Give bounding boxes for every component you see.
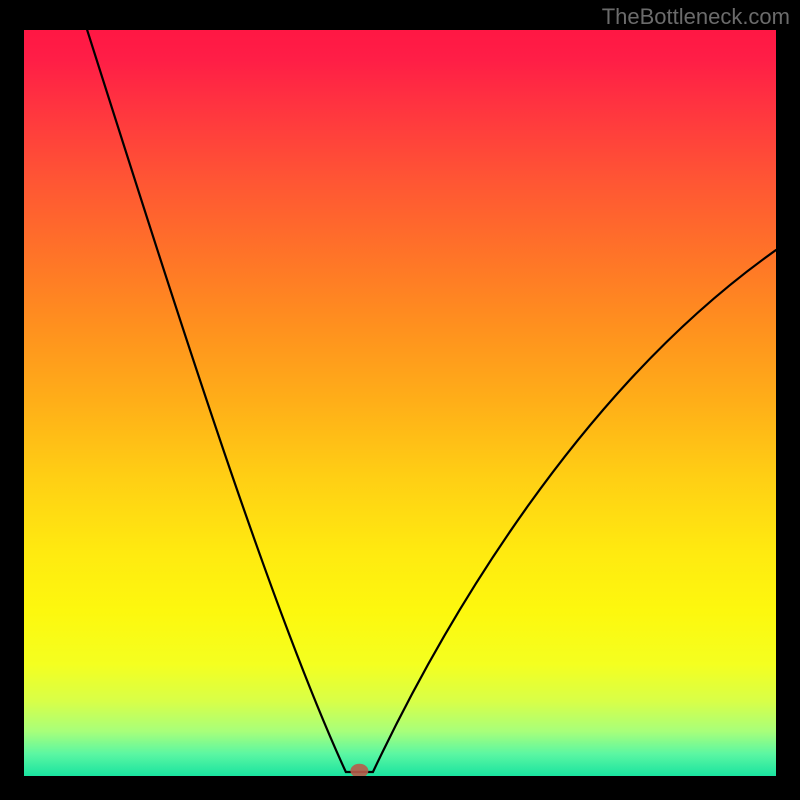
minimum-marker	[350, 764, 368, 776]
chart-outer-frame: TheBottleneck.com	[0, 0, 800, 800]
plot-area	[24, 30, 776, 776]
watermark-text: TheBottleneck.com	[602, 4, 790, 30]
bottleneck-curve	[24, 30, 776, 776]
v-curve-path	[87, 30, 776, 772]
